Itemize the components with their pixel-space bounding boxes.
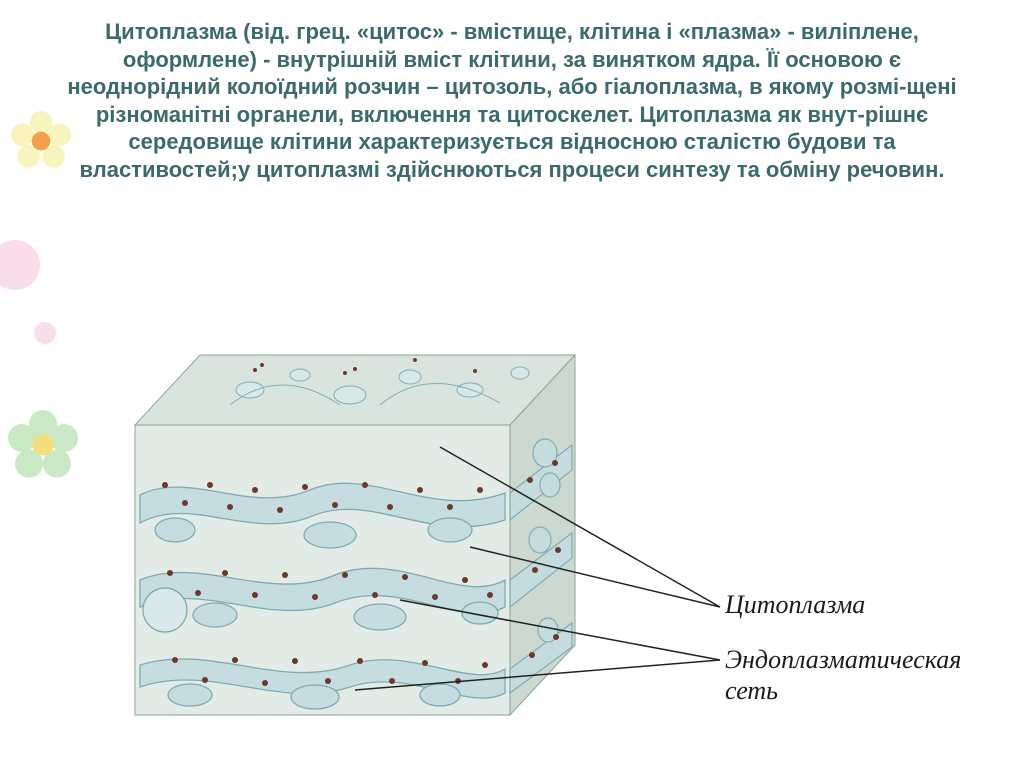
label-cytoplasm: Цитоплазма (725, 590, 865, 620)
header-paragraph: Цитоплазма (від. грец. «цитос» - вмістищ… (60, 18, 964, 183)
label-er-line2: сеть (725, 676, 778, 706)
term-cytoplasm: Цитоплазма (105, 19, 237, 44)
deco-pink-2 (34, 322, 56, 344)
cytoplasm-diagram (80, 335, 620, 735)
label-er-line1: Эндоплазматическая (725, 645, 961, 675)
deco-flower-green (8, 410, 78, 480)
deco-pink-1 (0, 240, 40, 290)
